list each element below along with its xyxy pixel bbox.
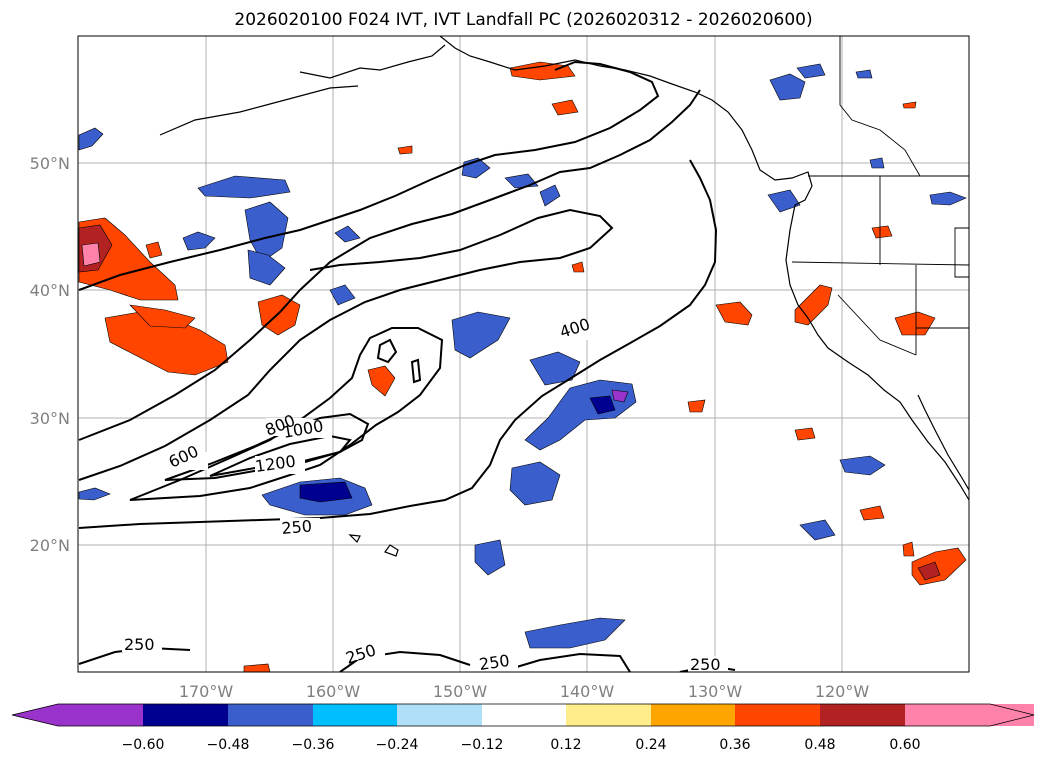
colorbar-segment (58, 704, 143, 726)
colorbar-tick: 0.48 (804, 737, 835, 753)
colorbar (11, 703, 1035, 727)
colorbar-segment (228, 704, 313, 726)
gridlines (78, 36, 969, 672)
colorbar-segment (566, 704, 651, 726)
contour-label-250-d: 250 (478, 651, 511, 674)
map-title: 2026020100 F024 IVT, IVT Landfall PC (20… (234, 10, 813, 30)
longitude-labels: 170°W 160°W 150°W 140°W 130°W 120°W (179, 682, 870, 701)
colorbar-tick: −0.24 (376, 737, 419, 753)
lon-label-120w: 120°W (815, 682, 870, 701)
negative-ivt-patches (78, 63, 967, 649)
colorbar-extend-high-segment (905, 704, 1034, 726)
lon-label-130w: 130°W (688, 682, 743, 701)
lat-label-50n: 50°N (30, 154, 70, 173)
lon-label-140w: 140°W (560, 682, 615, 701)
colorbar-segment (735, 704, 820, 726)
contour-label-250-b: 250 (124, 635, 155, 654)
colorbar-segment (313, 704, 397, 726)
colorbar-tick: 0.24 (635, 737, 666, 753)
lon-label-160w: 160°W (306, 682, 361, 701)
colorbar-segment (143, 704, 228, 726)
colorbar-tick: −0.12 (461, 737, 504, 753)
colorbar-tick: −0.60 (122, 737, 165, 753)
latitude-labels: 50°N 40°N 30°N 20°N (30, 154, 70, 555)
contour-label-250-e: 250 (690, 655, 721, 674)
contour-label-250-a: 250 (281, 516, 313, 538)
colorbar-tick: −0.48 (207, 737, 250, 753)
state-borders (791, 36, 969, 356)
lat-label-30n: 30°N (30, 409, 70, 428)
colorbar-segment (820, 704, 905, 726)
lon-label-150w: 150°W (433, 682, 488, 701)
lon-label-170w: 170°W (179, 682, 234, 701)
colorbar-segment (651, 704, 735, 726)
colorbar-tick: 0.36 (719, 737, 750, 753)
map-frame (77, 35, 970, 673)
colorbar-tick: 0.60 (889, 737, 920, 753)
colorbar-segment (397, 704, 482, 726)
positive-ivt-patches (78, 61, 967, 672)
colorbar-tick: −0.36 (292, 737, 335, 753)
colorbar-extend-low (12, 704, 58, 726)
colorbar-ticks: −0.60 −0.48 −0.36 −0.24 −0.12 0.12 0.24 … (122, 737, 921, 753)
lat-label-40n: 40°N (30, 281, 70, 300)
colorbar-segment (482, 704, 566, 726)
lat-label-20n: 20°N (30, 536, 70, 555)
colorbar-tick: 0.12 (550, 737, 581, 753)
colorbar-outline (11, 703, 1035, 727)
